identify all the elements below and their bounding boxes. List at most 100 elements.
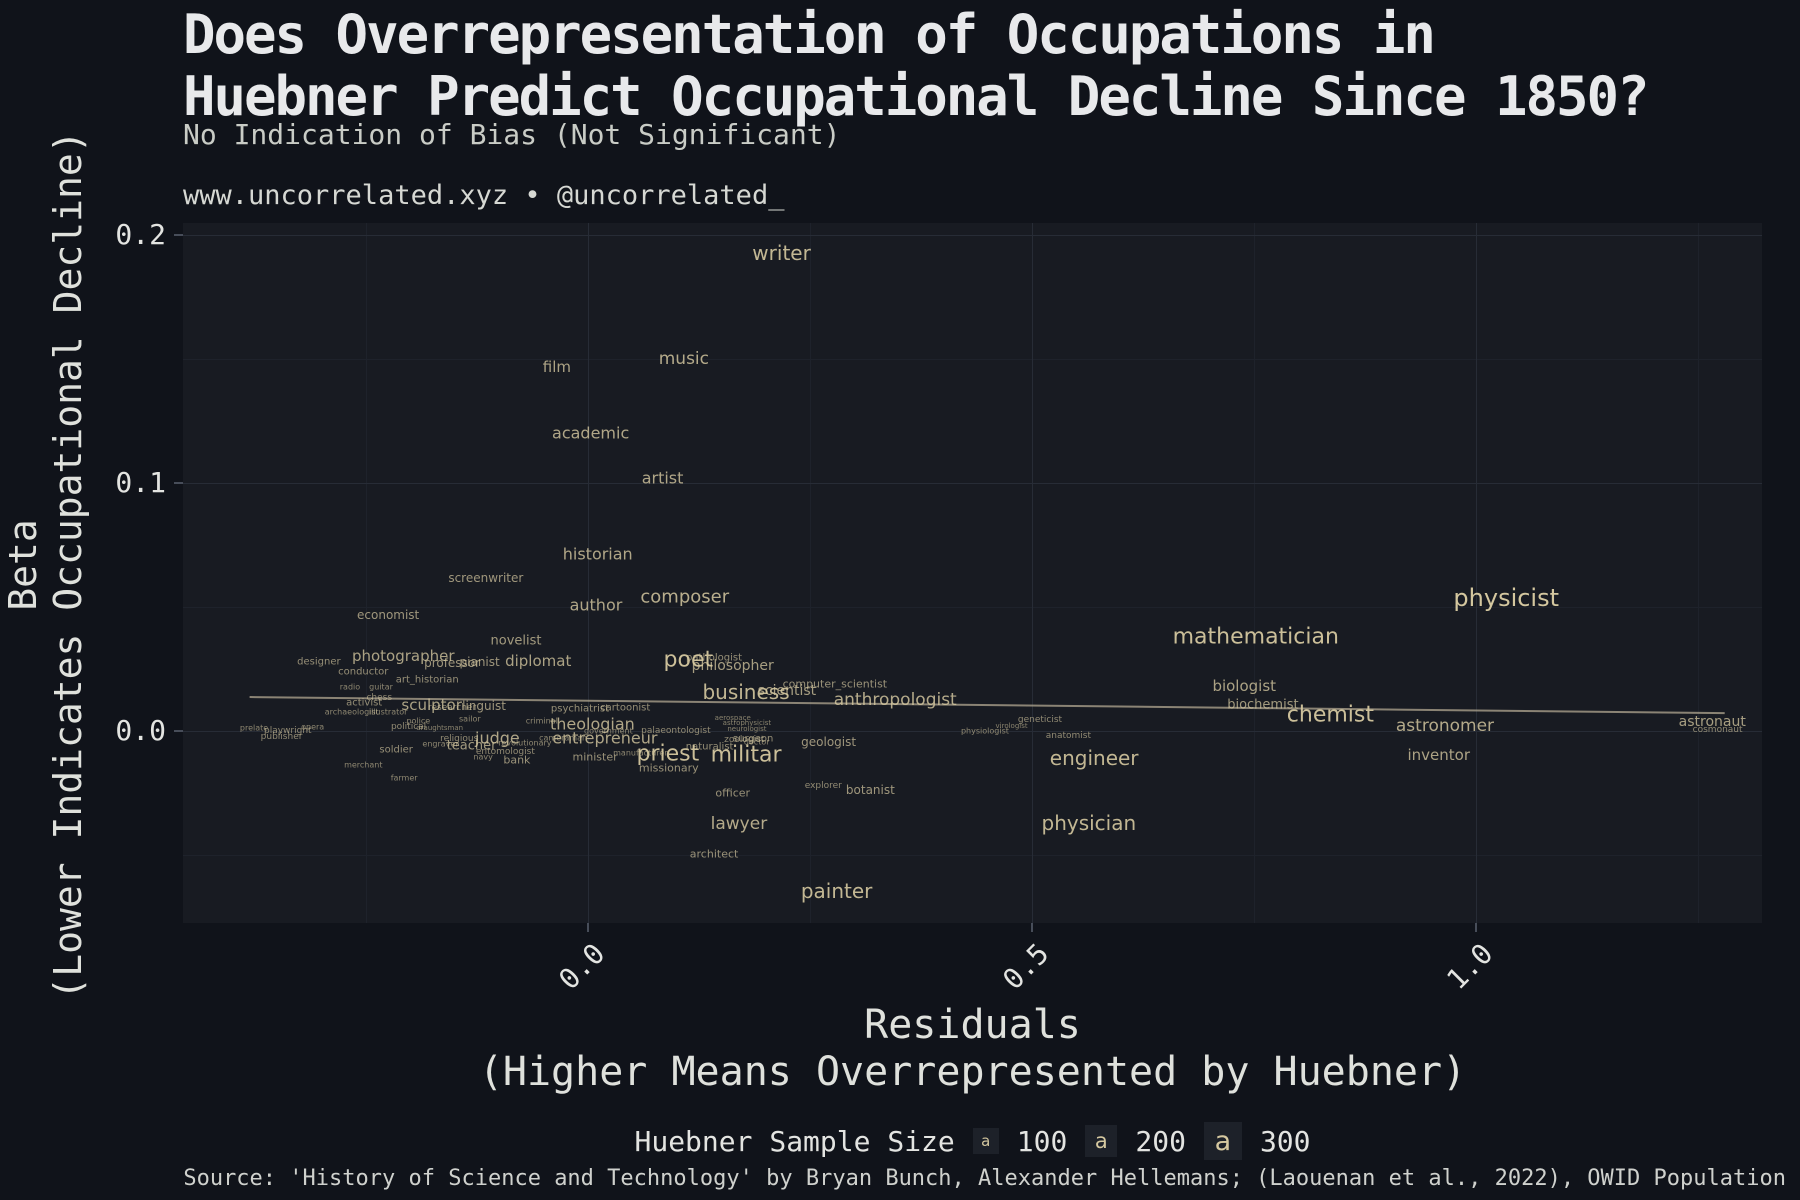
source-line: Source: 'History of Science and Technolo… [183,1166,1786,1191]
legend-title: Huebner Sample Size [634,1124,955,1158]
v-gridline [587,223,589,923]
occupation-label: composer [640,586,730,608]
occupation-label: biochemist [1227,697,1299,713]
occupation-label: prelate [239,723,269,733]
occupation-label: architect [689,847,739,861]
v-gridline-minor [1254,223,1256,923]
occupation-label: revolutionary [498,738,552,748]
occupation-label: conductor [338,666,389,678]
occupation-label: archaeologist [324,707,379,717]
occupation-label: astrophysicist [722,719,772,728]
v-gridline-minor [809,223,811,923]
occupation-label: engineer [1049,746,1139,771]
occupation-label: geologist [801,734,857,749]
occupation-label: militar [710,742,782,768]
trend-line [249,696,1725,715]
y-tick-label: 0.0 [115,713,166,747]
occupation-label: surgeon [732,733,774,745]
legend-label-200: 200 [1135,1124,1186,1158]
chart-title-line2: Huebner Predict Occupational Decline Sin… [183,65,1650,128]
credit-line: www.uncorrelated.xyz • @uncorrelated_ [183,180,785,211]
occupation-label: sculptor [401,695,462,714]
occupation-label: priest [636,741,700,767]
occupation-label: artist [641,468,684,488]
occupation-label: theologian [549,714,635,734]
occupation-label: minister [572,750,618,764]
occupation-label: writer [752,240,811,265]
v-gridline [1476,223,1478,923]
occupation-label: biologist [1212,677,1277,696]
occupation-label: radio [339,682,361,692]
occupation-label: physician [1041,810,1137,835]
occupation-label: painter [800,878,873,903]
occupation-label: academic [552,423,630,443]
occupation-label: mathematician [1172,624,1339,650]
x-tick-label: 0.0 [552,937,612,997]
occupation-label: illustrator [368,707,408,717]
occupation-label: publisher [260,731,303,742]
occupation-label: pathologist [686,652,743,664]
occupation-label: historian [562,544,633,564]
x-tick-mark [586,923,589,932]
occupation-label: computer_scientist [782,677,888,691]
occupation-label: doctor [743,737,770,747]
size-legend: Huebner Sample Size a 100 a 200 a 300 [183,1112,1762,1170]
occupation-label: religious [440,733,479,744]
x-axis-ticks: 0.0 0.5 1.0 [183,923,1762,1013]
occupation-label: officer [715,786,751,800]
chart-title-line1: Does Overrepresentation of Occupations i… [183,3,1436,66]
x-tick-mark [1031,923,1033,932]
h-gridline-minor [183,606,1762,608]
occupation-label: cameraman [539,733,588,743]
occupation-label: manufacturer [613,748,668,758]
occupation-label: professor [424,656,481,671]
y-tick-label: 0.1 [115,465,166,499]
occupation-label: navy [473,752,493,762]
v-gridline [1032,223,1033,923]
occupation-label: photographer [351,647,455,666]
occupation-label: economist [357,608,420,623]
occupation-label: government [583,726,633,736]
occupation-label: author [569,595,623,615]
legend-key-300: a [1203,1122,1242,1160]
occupation-label: criminal [525,716,558,726]
occupation-label: draughtsman [416,724,464,733]
y-tick-mark [174,730,183,732]
occupation-label: soldier [379,744,413,756]
occupation-label: judge [475,728,520,748]
occupation-label: inventor [1407,746,1470,765]
occupation-label: business [702,680,790,705]
h-gridline [183,482,1762,484]
occupation-label: poet [663,647,714,673]
occupation-label: astronomer [1395,716,1495,737]
occupation-label: police [406,716,431,726]
occupation-label: astronaut [1678,714,1746,731]
occupation-label: palaeontologist [641,726,711,736]
occupation-label: philosopher [691,658,774,675]
y-axis-ticks: 0.2 0.1 0.0 [0,218,183,923]
occupation-label: lawyer [710,813,768,834]
x-tick-label: 1.0 [1440,937,1500,997]
occupation-label: political [390,722,427,733]
h-gridline-minor [183,855,1762,857]
y-tick-mark [174,481,183,484]
x-tick-label: 0.5 [996,937,1056,997]
occupation-label: linguist [462,698,506,713]
occupation-label: entomologist [475,747,535,758]
occupation-label: cosmonaut [1692,725,1743,736]
occupation-label: zoologist [724,734,765,745]
occupation-label: designer [297,656,341,668]
occupation-label: anatomist [1045,730,1092,741]
occupation-label: novelist [490,633,542,649]
occupation-label: botanist [845,782,895,797]
occupation-label: merchant [344,760,383,770]
occupation-label: music [658,348,710,369]
occupation-label: anthropologist [833,690,957,710]
occupation-label: entrepreneur [552,728,658,748]
x-axis-title-line2: (Higher Means Overrepresented by Huebner… [478,1049,1467,1095]
x-tick-mark [1475,923,1478,932]
legend-label-100: 100 [1016,1124,1068,1158]
occupation-label: naturalist [685,741,734,753]
occupation-label: chemist [1286,702,1374,728]
